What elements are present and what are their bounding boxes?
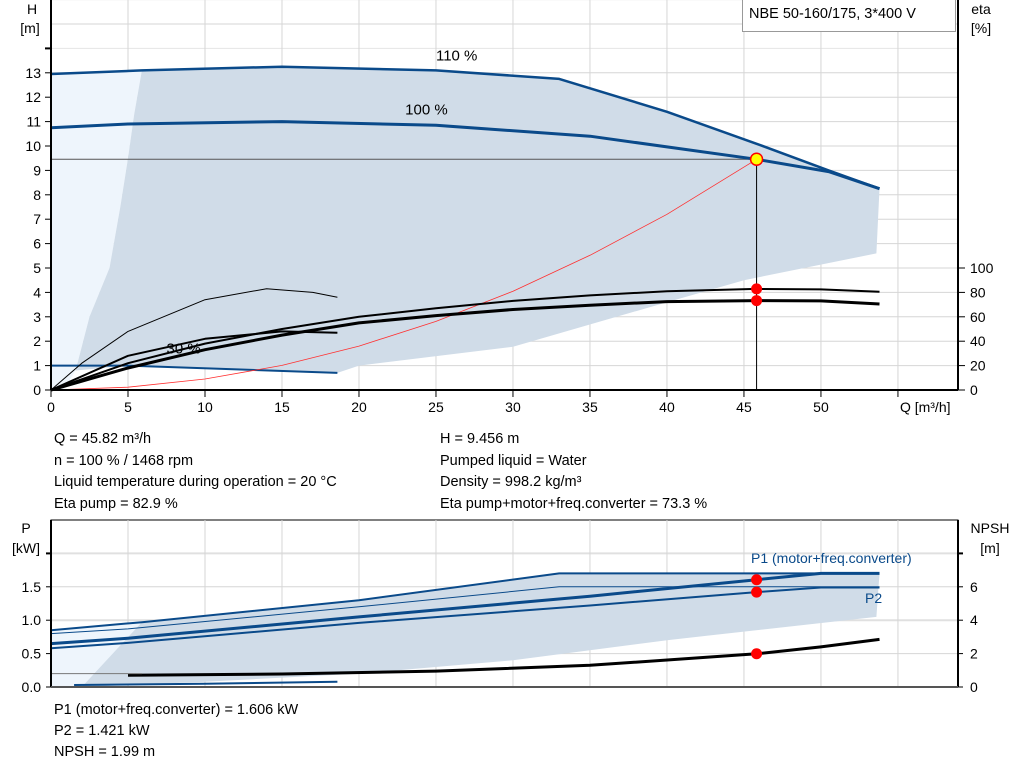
x-tick-label: 0 [47, 399, 55, 415]
y2-axis-unit: [%] [971, 20, 991, 36]
y-tick-label: 8 [33, 187, 41, 203]
legend-box: NBE 50-160/175, 3*400 V [742, 0, 956, 32]
eta-curve-6 [50, 288, 338, 391]
info-h: H = 9.456 m [440, 431, 520, 447]
y-tick-label: 6 [33, 236, 41, 252]
p2-label: P2 [865, 590, 882, 606]
x-tick-label: 20 [351, 399, 367, 415]
y2-tick-label: 60 [970, 309, 986, 325]
info-q: Q = 45.82 m³/h [54, 431, 152, 447]
x-tick-label: 25 [428, 399, 444, 415]
y2-tick-label: 40 [970, 333, 986, 349]
H-curve-0 [50, 65, 880, 190]
p-tick-label: 1.5 [22, 579, 42, 595]
p-curve-0 [50, 572, 880, 632]
curve-label: 30 % [166, 340, 200, 357]
p-curve-2 [50, 571, 880, 646]
y-tick-label: 2 [33, 333, 41, 349]
info-p1: P1 (motor+freq.converter) = 1.606 kW [54, 702, 299, 718]
info-temperature: Liquid temperature during operation = 20… [54, 474, 337, 490]
x-tick-label: 45 [736, 399, 752, 415]
npsh-axis-label: NPSH [971, 520, 1010, 536]
x-tick-label: 15 [274, 399, 290, 415]
npsh-point [751, 648, 763, 660]
p-axis-label: P [21, 520, 30, 536]
x-tick-label: 10 [197, 399, 213, 415]
curve-label: 110 % [436, 48, 477, 65]
x-tick-label: 5 [124, 399, 132, 415]
x-tick-label: 50 [813, 399, 829, 415]
p-curve-3 [50, 586, 880, 650]
y-tick-label: 0 [33, 382, 41, 398]
system-curve-3 [50, 158, 757, 391]
npsh-tick-label: 2 [970, 646, 978, 662]
operating-area [75, 66, 880, 373]
eta-curve-7 [50, 330, 338, 391]
chart-title: NBE 50-160/175, 3*400 V [749, 6, 916, 22]
power-area [81, 573, 880, 687]
y2-tick-label: 0 [970, 382, 978, 398]
y-tick-label: 12 [25, 89, 41, 105]
y-tick-label: 1 [33, 358, 41, 374]
npsh-tick-label: 6 [970, 579, 978, 595]
info-eta-total: Eta pump+motor+freq.converter = 73.3 % [440, 496, 708, 512]
p-tick-label: 0.5 [22, 646, 42, 662]
x-tick-label: 30 [505, 399, 521, 415]
npsh-tick-label: 0 [970, 679, 978, 695]
y-tick-label: 5 [33, 260, 41, 276]
y-tick-label: 4 [33, 284, 41, 300]
x-tick-label: 35 [582, 399, 598, 415]
y-tick-label: 10 [25, 138, 41, 154]
y-tick-label: 7 [33, 211, 41, 227]
info-eta-pump: Eta pump = 82.9 % [54, 496, 178, 512]
p-axis-unit: [kW] [12, 540, 40, 556]
curve-label: 100 % [405, 101, 448, 118]
p-curve-4 [74, 680, 338, 686]
y-axis-label: H [27, 1, 37, 17]
eta-pump-point [751, 283, 763, 295]
p1-label: P1 (motor+freq.converter) [751, 550, 912, 566]
p-tick-label: 0.0 [22, 679, 42, 695]
p1-point [751, 574, 763, 586]
info-p2: P2 = 1.421 kW [54, 723, 150, 739]
eta-curve-5 [50, 299, 880, 392]
y2-tick-label: 100 [970, 260, 994, 276]
info-speed: n = 100 % / 1468 rpm [54, 453, 194, 469]
info-npsh: NPSH = 1.99 m [54, 744, 156, 760]
H-curve-2 [51, 364, 338, 374]
y2-tick-label: 80 [970, 284, 986, 300]
p-curve-1 [50, 586, 880, 635]
duty-point [749, 152, 764, 167]
y-tick-label: 13 [25, 65, 41, 81]
npsh-curve-5 [127, 637, 880, 677]
eta-total-point [751, 295, 763, 307]
eta-curve-4 [50, 287, 880, 391]
x-axis-label: Q [m³/h] [900, 399, 951, 415]
info-liquid: Pumped liquid = Water [440, 453, 587, 469]
y-tick-label: 3 [33, 309, 41, 325]
light-area [51, 70, 142, 391]
p2-point [751, 586, 763, 598]
y2-tick-label: 20 [970, 358, 986, 374]
npsh-axis-unit: [m] [980, 540, 999, 556]
y-axis-unit: [m] [20, 20, 39, 36]
y-tick-label: 9 [33, 162, 41, 178]
y-tick-label: 11 [26, 114, 41, 130]
npsh-tick-label: 4 [970, 612, 978, 628]
y2-axis-label: eta [971, 1, 991, 17]
p-tick-label: 1.0 [22, 612, 42, 628]
info-density: Density = 998.2 kg/m³ [440, 474, 582, 490]
H-curve-1 [50, 120, 880, 191]
x-tick-label: 40 [659, 399, 675, 415]
